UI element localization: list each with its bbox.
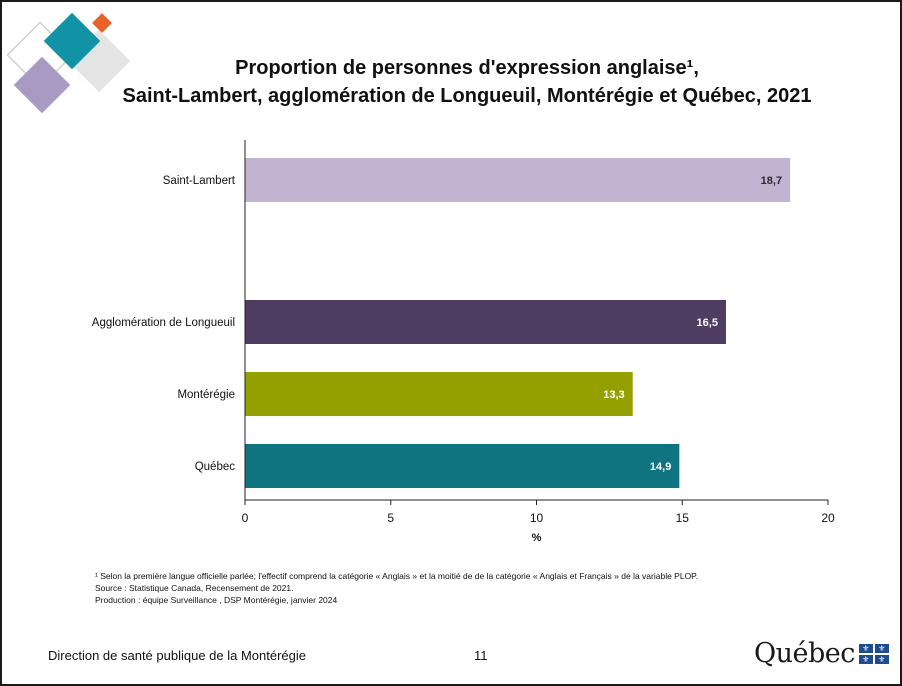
- chart-title-line-1: Proportion de personnes d'expression ang…: [235, 57, 699, 79]
- teal-square: [43, 12, 101, 70]
- x-tick-label-0: 0: [242, 511, 249, 525]
- category-label-3: Québec: [195, 461, 236, 473]
- chart-title-line-2: Saint-Lambert, agglomération de Longueui…: [122, 85, 812, 107]
- quebec-logo-text: Québec: [754, 638, 855, 669]
- footnote-source: Source : Statistique Canada, Recensement…: [95, 583, 294, 593]
- x-tick-label-2: 10: [530, 511, 544, 525]
- purple-square: [13, 56, 71, 114]
- footer-organization: Direction de santé publique de la Montér…: [48, 648, 307, 663]
- category-label-0: Saint-Lambert: [163, 175, 236, 187]
- bar-chart: 18,7 Saint-Lambert 16,5 Agglomération de Lo…: [92, 140, 835, 544]
- bar-value-label-3: 14,9: [650, 461, 671, 473]
- bar-1: [245, 300, 726, 344]
- category-label-2: Montérégie: [177, 389, 235, 401]
- bar-value-label-1: 16,5: [697, 317, 718, 329]
- bar-value-label-2: 13,3: [603, 389, 624, 401]
- fleur-de-lis-flag-icon: ⚜ ⚜ ⚜ ⚜: [858, 643, 889, 664]
- category-label-1: Agglomération de Longueuil: [92, 317, 235, 329]
- x-axis-label: %: [532, 532, 542, 544]
- x-tick-label-4: 20: [821, 511, 835, 525]
- orange-square: [92, 13, 112, 33]
- page-number: 11: [474, 648, 488, 663]
- bar-3: [245, 444, 680, 488]
- footnote-production: Production : équipe Surveillance , DSP M…: [95, 595, 338, 605]
- footnotes: ¹ Selon la première langue officielle pa…: [95, 570, 698, 606]
- bar-value-label-0: 18,7: [761, 175, 782, 187]
- x-tick-label-3: 15: [676, 511, 690, 525]
- bar-0: [245, 158, 791, 202]
- quebec-logo: Québec ⚜ ⚜ ⚜ ⚜: [754, 638, 889, 669]
- x-tick-label-1: 5: [387, 511, 394, 525]
- bar-2: [245, 372, 633, 416]
- decorative-squares-logo: [6, 12, 131, 114]
- footnote-1: ¹ Selon la première langue officielle pa…: [95, 571, 699, 581]
